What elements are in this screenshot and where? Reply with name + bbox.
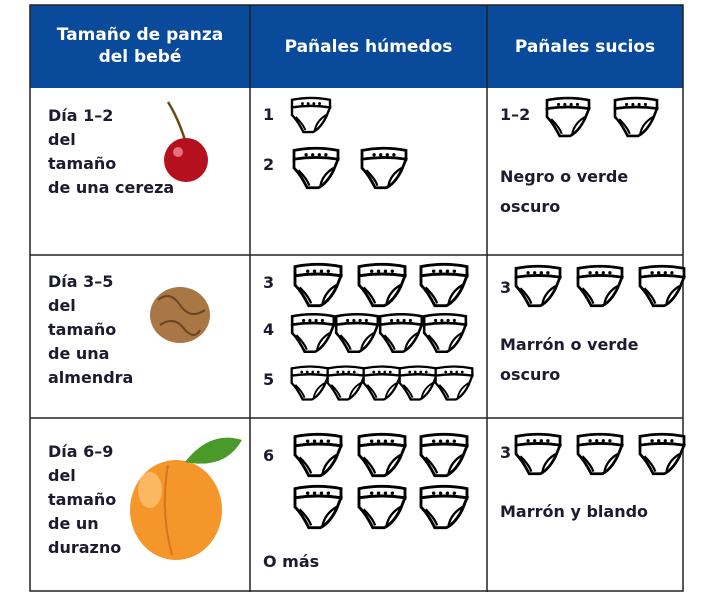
wet-note: O más xyxy=(263,552,320,571)
text-line: Día 6–9 xyxy=(48,442,114,461)
dirty-count: 3 xyxy=(500,443,512,462)
text-line: del xyxy=(48,296,76,315)
size-cell: Día 1–2 del tamaño de una cereza xyxy=(48,104,174,200)
text-line: almendra xyxy=(48,368,134,387)
text-line: del xyxy=(48,466,76,485)
wet-count: 4 xyxy=(263,320,275,339)
wet-count: 3 xyxy=(263,273,275,292)
text-line: tamaño xyxy=(48,490,117,509)
wet-count: 5 xyxy=(263,370,275,389)
cherry xyxy=(164,101,208,182)
dirty-color: Negro o verde oscuro xyxy=(500,167,629,216)
wet-count: 6 xyxy=(263,446,275,465)
peach xyxy=(130,437,242,560)
text-line: durazno xyxy=(48,538,122,557)
dirty-count: 3 xyxy=(500,278,512,297)
size-cell: Día 3–5 del tamaño de una almendra xyxy=(48,270,133,390)
header-cell: Tamaño de panza del bebé xyxy=(56,25,224,67)
dirty-color: Marrón o verde oscuro xyxy=(500,335,639,384)
text-line: de un xyxy=(48,514,99,533)
text-line: tamaño xyxy=(48,320,117,339)
header-cell: Pañales húmedos xyxy=(284,37,453,57)
text-line: Día 3–5 xyxy=(48,272,114,291)
text-line: de una xyxy=(48,344,110,363)
text-line: tamaño xyxy=(48,154,117,173)
header-cell: Pañales sucios xyxy=(514,37,656,57)
wet-count: 1 xyxy=(263,105,275,124)
wet-count: 2 xyxy=(263,155,275,174)
walnut xyxy=(150,287,210,343)
text-line: de una cereza xyxy=(48,178,175,197)
text-line: Día 1–2 xyxy=(48,106,114,125)
size-cell: Día 6–9 del tamaño de un durazno xyxy=(48,440,121,560)
text-line: del xyxy=(48,130,76,149)
dirty-count: 1–2 xyxy=(500,105,531,124)
dirty-color: Marrón y blando xyxy=(500,502,649,521)
